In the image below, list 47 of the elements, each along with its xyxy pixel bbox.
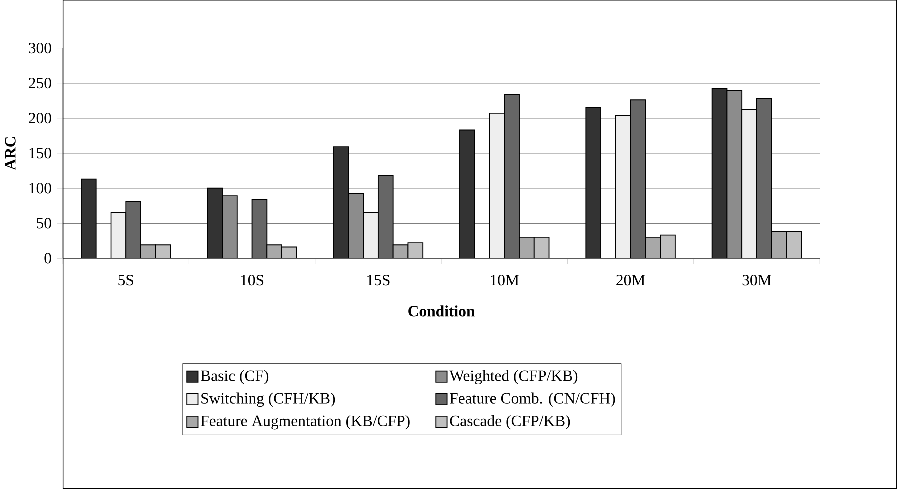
y-tick-label: 250: [29, 78, 52, 89]
x-tick-label: 30M: [742, 275, 772, 286]
bar: [742, 109, 758, 258]
y-tick-label: 300: [29, 42, 52, 54]
bar: [378, 175, 394, 258]
bar: [460, 130, 476, 258]
legend-label: Feature Comb. (CN/CFH): [450, 392, 616, 408]
legend-label: Feature Augmentation (KB/CFP): [201, 415, 410, 430]
bar: [81, 178, 97, 258]
bar: [519, 236, 535, 258]
y-tick-label: 0: [44, 253, 52, 264]
bar: [586, 107, 602, 258]
y-tick-label: 50: [37, 218, 52, 229]
x-axis-title: Condition: [408, 306, 475, 317]
bar: [252, 199, 268, 258]
y-axis-title: ARC: [5, 138, 16, 170]
x-tick-label: 15S: [368, 275, 390, 286]
y-tick-label: 150: [30, 148, 52, 159]
legend-label: Weighted (CFP/KB): [450, 370, 578, 385]
bar: [756, 98, 772, 258]
bar: [615, 115, 632, 258]
bar: [771, 231, 788, 258]
y-tick-label: 100: [30, 183, 52, 194]
bar: [348, 194, 364, 258]
legend-label: Basic (CF): [201, 370, 269, 385]
bar: [630, 100, 646, 258]
y-tick-label: 200: [29, 113, 52, 124]
bar: [333, 146, 350, 258]
legend-label: Cascade (CFP/KB): [450, 415, 570, 430]
bar: [645, 236, 662, 258]
x-tick-label: 10M: [491, 275, 520, 286]
bar: [504, 94, 520, 258]
x-tick-label: 20M: [616, 275, 646, 286]
bar: [363, 212, 379, 258]
bar: [110, 212, 127, 258]
bar: [126, 201, 142, 258]
bar: [489, 112, 506, 258]
legend-label: Switching (CFH/KB): [202, 392, 336, 408]
bar: [660, 234, 676, 258]
x-tick-label: 10S: [241, 275, 264, 286]
bar: [726, 90, 743, 258]
bar: [712, 88, 728, 258]
x-tick-label: 5S: [118, 275, 134, 286]
bar: [207, 188, 223, 258]
bar: [786, 231, 802, 258]
bar: [222, 196, 238, 258]
bar: [534, 236, 550, 258]
